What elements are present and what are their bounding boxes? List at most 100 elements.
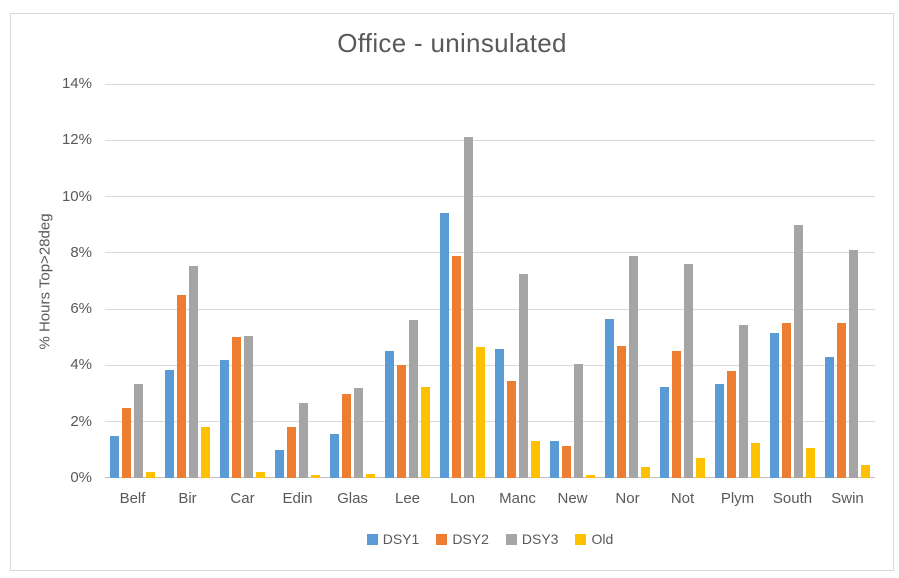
y-tick-label-8pct: 8% [70,243,92,261]
bar-dsy3-nor [629,256,638,478]
bar-dsy2-bir [177,295,186,478]
legend-label-dsy3: DSY3 [521,531,559,547]
bar-group-new [545,84,600,478]
legend-swatch-dsy2 [436,533,448,545]
bar-dsy1-glas [330,434,339,478]
legend-swatch-old [575,533,587,545]
x-axis-labels: Belf Bir Car Edin Glas Lee Lon Manc New Nor Not Ply… [105,490,875,507]
gridline-4pct [105,364,875,366]
bar-old-swin [861,465,870,478]
bar-dsy2-manc [507,381,516,478]
bar-group-lee [380,84,435,478]
bar-old-not [696,458,705,478]
bar-group-bir [160,84,215,478]
bar-old-glas [366,474,375,478]
bar-dsy1-new [550,441,559,478]
bar-old-plym [751,443,760,478]
bar-dsy2-nor [617,346,626,478]
bar-old-lee [421,387,430,478]
x-axis-label-lon: Lon [449,490,476,507]
bar-dsy3-glas [354,388,363,478]
bar-dsy2-swin [837,323,846,478]
y-tick-label-2pct: 2% [70,412,92,430]
y-tick-label-14pct: 14% [61,75,92,92]
bar-dsy2-new [562,446,571,478]
bar-group-swin [820,84,875,478]
bar-dsy1-belf [110,436,119,478]
gridline-14pct [105,83,875,85]
bar-dsy2-lee [397,365,406,478]
legend-item-old: Old [575,531,613,547]
x-axis-label-bir: Bir [178,490,197,507]
gridline-6pct [105,308,875,310]
bar-old-car [256,472,265,478]
bar-group-plym [710,84,765,478]
legend-item-dsy3: DSY3 [505,531,559,547]
bar-group-belf [105,84,160,478]
bar-dsy1-south [770,333,779,478]
bar-old-edin [311,475,320,478]
gridline-10pct [105,196,875,198]
x-axis-label-belf: Belf [119,490,146,507]
x-axis-label-south: South [772,490,813,507]
x-axis-label-edin: Edin [282,490,313,507]
bar-dsy3-lon [464,137,473,478]
gridline-12pct [105,139,875,141]
legend-label-old: Old [591,531,614,547]
bar-dsy3-not [684,264,693,478]
chart-frame: Office - uninsulated % Hours Top>28deg 0… [10,13,894,571]
bar-dsy1-plym [715,384,724,478]
bar-dsy2-plym [727,371,736,478]
legend-swatch-dsy1 [366,533,378,545]
x-axis-label-plym: Plym [720,490,755,507]
y-tick-label-4pct: 4% [70,356,92,374]
bar-dsy1-manc [495,349,504,478]
bar-dsy2-lon [452,256,461,478]
x-axis-line [105,477,875,478]
bar-dsy1-lee [385,351,394,478]
legend-label-dsy1: DSY1 [382,531,420,547]
bar-dsy1-bir [165,370,174,478]
gridline-2pct [105,421,875,423]
bar-dsy3-edin [299,403,308,478]
bar-dsy1-lon [440,213,449,478]
legend-item-dsy1: DSY1 [366,531,420,547]
legend: DSY1 DSY2 DSY3 Old [105,530,875,548]
x-axis-label-not: Not [670,490,695,507]
bar-dsy1-car [220,360,229,478]
legend-item-dsy2: DSY2 [436,531,489,547]
bar-dsy2-car [232,337,241,478]
bar-group-nor [600,84,655,478]
x-axis-label-manc: Manc [499,490,536,507]
bar-old-belf [146,472,155,478]
bar-old-bir [201,427,210,478]
bar-old-nor [641,467,650,478]
bar-dsy3-new [574,364,583,478]
bar-dsy2-edin [287,427,296,478]
bar-dsy3-car [244,336,253,478]
x-axis-label-new: New [557,490,588,507]
bar-dsy2-south [782,323,791,478]
bar-dsy3-plym [739,325,748,478]
x-axis-label-swin: Swin [831,490,864,507]
y-tick-label-6pct: 6% [70,300,92,318]
bar-dsy2-belf [122,408,131,478]
bar-dsy1-swin [825,357,834,478]
x-axis-label-lee: Lee [394,490,421,507]
bar-group-not [655,84,710,478]
bar-group-manc [490,84,545,478]
x-axis-label-glas: Glas [337,490,368,507]
x-axis-label-nor: Nor [615,490,640,507]
bar-dsy3-swin [849,250,858,478]
y-tick-label-10pct: 10% [61,187,92,205]
plot-area [105,83,875,478]
legend-label-dsy2: DSY2 [452,531,489,547]
bar-dsy1-nor [605,319,614,478]
bar-dsy1-not [660,387,669,478]
bar-dsy3-lee [409,320,418,478]
y-tick-label-0pct: 0% [70,469,92,486]
bar-group-south [765,84,820,478]
bar-dsy3-belf [134,384,143,478]
bar-group-car [215,84,270,478]
bar-dsy2-not [672,351,681,478]
